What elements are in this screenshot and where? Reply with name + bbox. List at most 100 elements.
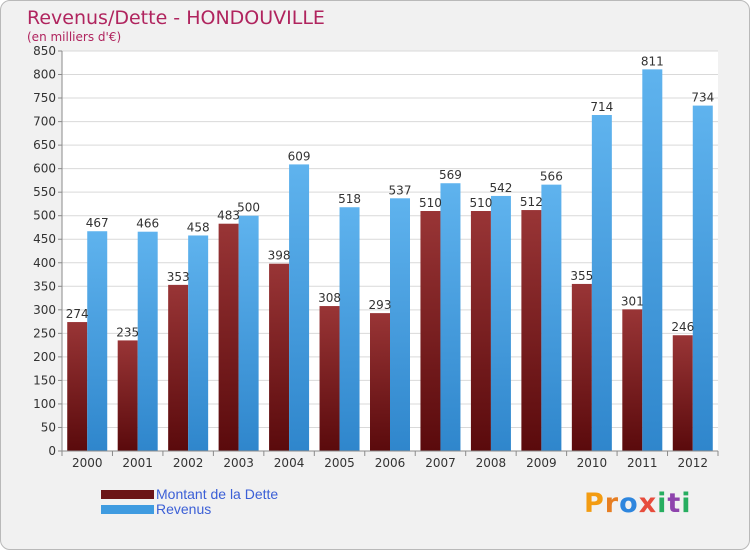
bar-revenus (137, 231, 158, 451)
bar-revenus (289, 164, 310, 452)
data-label: 308 (318, 291, 341, 305)
legend-item-revenus: Revenus (101, 501, 212, 517)
x-tick-label: 2006 (375, 456, 406, 470)
chart-subtitle: (en milliers d'€) (27, 30, 122, 44)
bar-dette (218, 223, 239, 451)
data-label: 609 (288, 149, 311, 163)
y-tick-label: 300 (33, 303, 56, 317)
bar-revenus (541, 184, 562, 451)
x-tick-label: 2008 (476, 456, 507, 470)
y-tick-label: 750 (33, 91, 56, 105)
bar-dette (571, 283, 592, 451)
x-tick-label: 2010 (577, 456, 608, 470)
bar-revenus (390, 198, 410, 451)
y-tick-label: 250 (33, 326, 56, 340)
y-tick-label: 600 (33, 162, 56, 176)
chart-title: Revenus/Dette - HONDOUVILLE (27, 7, 325, 29)
x-tick-label: 2004 (274, 456, 305, 470)
bar-revenus (440, 183, 461, 451)
y-tick-label: 100 (33, 397, 56, 411)
data-label: 246 (671, 320, 694, 334)
y-tick-label: 0 (48, 444, 56, 458)
data-label: 467 (86, 216, 109, 230)
bar-dette (319, 306, 340, 451)
data-label: 301 (621, 294, 644, 308)
bar-dette (67, 322, 88, 451)
x-tick-label: 2005 (324, 456, 355, 470)
bar-revenus (642, 69, 663, 452)
x-tick-label: 2002 (173, 456, 204, 470)
y-tick-label: 400 (33, 256, 56, 270)
bar-dette (269, 263, 290, 451)
y-tick-label: 700 (33, 115, 56, 129)
y-tick-label: 350 (33, 279, 56, 293)
bar-revenus (87, 231, 108, 451)
bar-revenus (490, 195, 511, 451)
legend-label-revenus: Revenus (156, 501, 212, 517)
y-tick-label: 550 (33, 185, 56, 199)
logo-letter: i (681, 488, 692, 519)
data-label: 510 (469, 196, 492, 210)
bar-revenus (339, 207, 360, 451)
legend-item-dette: Montant de la Dette (101, 486, 279, 502)
legend-label-dette: Montant de la Dette (156, 486, 279, 502)
y-tick-label: 850 (33, 44, 56, 58)
y-tick-label: 450 (33, 232, 56, 246)
bar-dette (420, 211, 441, 451)
data-label: 274 (66, 307, 89, 321)
y-tick-label: 500 (33, 209, 56, 223)
bar-revenus (692, 105, 713, 452)
bar-dette (672, 335, 693, 451)
logo-letter: i (657, 488, 668, 519)
y-tick-label: 50 (41, 420, 56, 434)
x-tick-label: 2012 (677, 456, 708, 470)
x-tick-label: 2009 (526, 456, 557, 470)
x-tick-label: 2001 (122, 456, 153, 470)
logo-letter: r (604, 488, 620, 519)
x-tick-label: 2007 (425, 456, 456, 470)
data-label: 353 (167, 270, 190, 284)
data-label: 714 (590, 100, 613, 114)
legend-swatch-revenus (101, 504, 154, 514)
logo-letter: P (584, 488, 605, 519)
bar-dette (168, 284, 189, 451)
y-tick-label: 800 (33, 68, 56, 82)
data-label: 483 (217, 209, 240, 223)
data-label: 355 (570, 269, 593, 283)
data-label: 518 (338, 192, 361, 206)
data-label: 398 (268, 249, 291, 263)
bar-revenus (591, 115, 612, 451)
data-label: 734 (691, 91, 714, 105)
proxiti-logo: Proxiti (584, 488, 692, 519)
bar-dette (521, 210, 542, 451)
data-label: 569 (439, 168, 462, 182)
data-label: 500 (237, 201, 260, 215)
y-tick-label: 150 (33, 373, 56, 387)
data-label: 811 (641, 54, 664, 68)
data-label: 566 (540, 170, 563, 184)
data-label: 293 (369, 298, 392, 312)
logo-letter: x (638, 488, 658, 519)
logo-letter: t (667, 488, 682, 519)
data-label: 512 (520, 195, 543, 209)
data-label: 235 (116, 325, 139, 339)
logo-letter: o (619, 488, 639, 519)
x-tick-label: 2011 (627, 456, 658, 470)
bar-dette (117, 340, 138, 451)
data-label: 542 (489, 181, 512, 195)
data-label: 510 (419, 196, 442, 210)
data-label: 537 (389, 183, 412, 197)
data-label: 466 (136, 217, 159, 231)
bar-dette (370, 313, 390, 451)
legend-swatch-dette (101, 489, 154, 499)
bar-dette (622, 309, 643, 451)
data-label: 458 (187, 220, 210, 234)
y-tick-label: 650 (33, 138, 56, 152)
bar-revenus (188, 235, 209, 451)
x-tick-label: 2000 (72, 456, 103, 470)
bar-dette (470, 211, 491, 451)
x-tick-label: 2003 (223, 456, 254, 470)
bar-revenus (238, 215, 259, 451)
